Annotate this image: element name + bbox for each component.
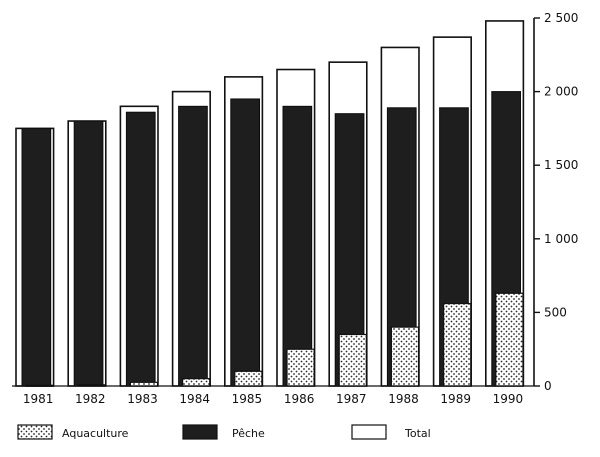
bar-aquaculture-1988 [390, 326, 420, 387]
bar-peche-1986 [282, 105, 313, 387]
x-tick-label-1989: 1989 [440, 392, 471, 406]
x-tick-label-1988: 1988 [388, 392, 419, 406]
bar-aquaculture-1984 [182, 378, 211, 387]
bar-peche-1984 [178, 105, 208, 387]
x-tick-label-1986: 1986 [284, 392, 315, 406]
y-tick-label-2500: 2 500 [544, 11, 578, 25]
bar-aquaculture-1987 [338, 333, 367, 387]
bar-peche-1985 [230, 98, 261, 387]
y-axis: 0 500 1 000 1 500 2 000 2 500 [533, 11, 578, 393]
legend: Aquaculture Pêche Total [17, 424, 431, 440]
x-tick-label-1985: 1985 [232, 392, 263, 406]
legend-label-total: Total [404, 427, 431, 440]
bars-layer [12, 20, 534, 387]
bar-aquaculture-1989 [443, 302, 472, 387]
legend-swatch-peche [182, 424, 218, 440]
x-tick-label-1984: 1984 [179, 392, 210, 406]
bar-aquaculture-1990 [495, 292, 524, 387]
bar-aquaculture-1986 [286, 348, 315, 387]
y-tick-label-500: 500 [544, 305, 567, 319]
y-tick-label-1000: 1 000 [544, 232, 578, 246]
x-tick-label-1990: 1990 [493, 392, 524, 406]
x-tick-label-1987: 1987 [336, 392, 367, 406]
x-tick-label-1983: 1983 [127, 392, 158, 406]
y-tick-label-2000: 2 000 [544, 85, 578, 99]
x-axis-labels: 1981 1982 1983 1984 1985 1986 1987 1988 1989 1990 [23, 392, 523, 406]
legend-label-aquaculture: Aquaculture [62, 427, 129, 440]
bar-peche-1981 [21, 127, 52, 387]
bar-peche-1982 [73, 120, 104, 387]
legend-label-peche: Pêche [232, 427, 265, 440]
y-tick-label-0: 0 [544, 379, 552, 393]
x-tick-label-1982: 1982 [75, 392, 106, 406]
bar-peche-1983 [125, 111, 156, 387]
legend-swatch-aquaculture [17, 424, 53, 440]
y-tick-label-1500: 1 500 [544, 158, 578, 172]
legend-swatch-total [351, 424, 387, 440]
x-tick-label-1981: 1981 [23, 392, 54, 406]
bar-aquaculture-1985 [234, 370, 263, 387]
